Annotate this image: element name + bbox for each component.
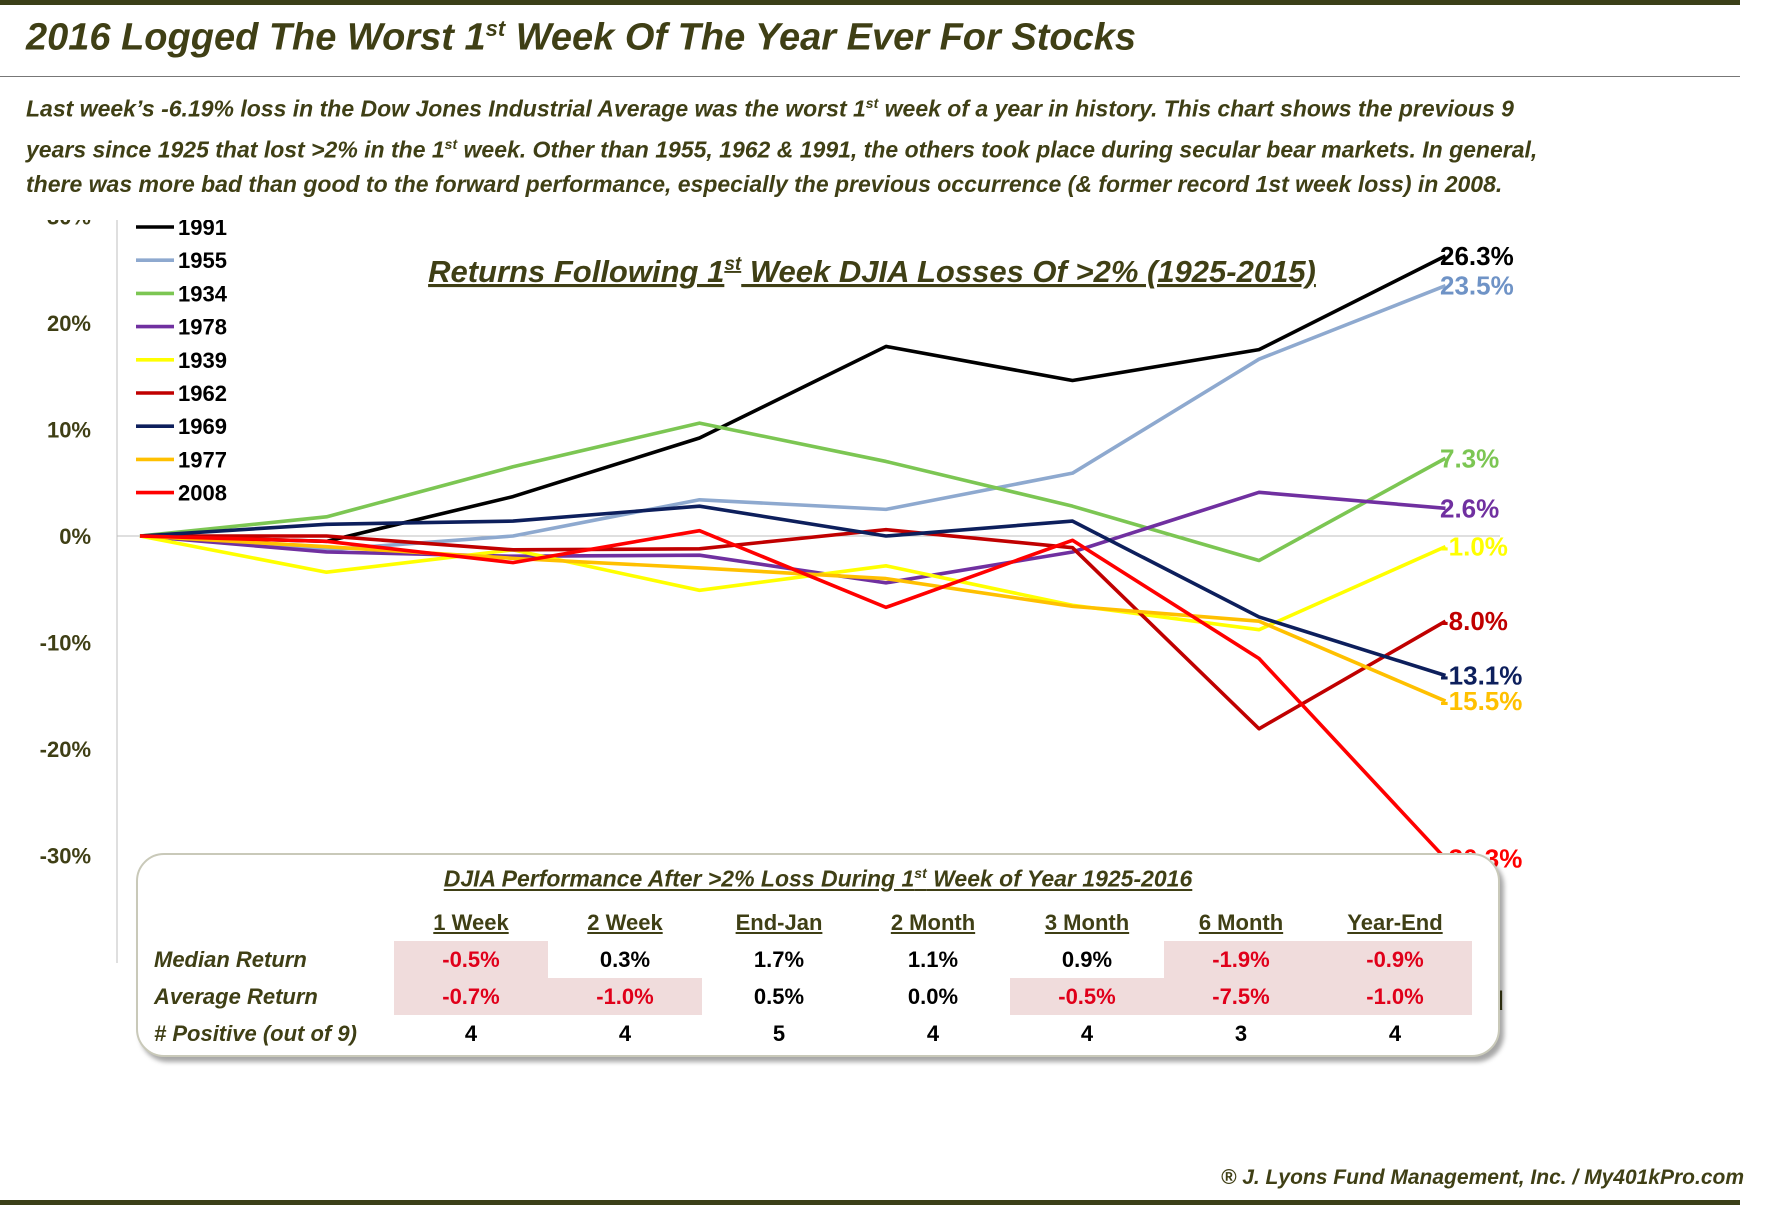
end-value-label-1991: 26.3%	[1440, 241, 1514, 271]
subtitle-line-2-sup: st	[444, 135, 458, 152]
stats-row: # Positive (out of 9) 4 4 5 4 4 3 4	[150, 1015, 1472, 1052]
subtitle-line-1a: Last week’s -6.19% loss in the Dow Jones…	[26, 95, 866, 122]
stats-title-post: Week of Year 1925-2016	[926, 865, 1193, 892]
legend-label-1977: 1977	[178, 447, 227, 472]
subtitle-line-2a: years since 1925 that lost >2% in the 1	[26, 136, 445, 163]
stats-title-pre: DJIA Performance After >2% Loss During 1	[443, 865, 915, 892]
chart-title-pre: Returns Following 1	[428, 254, 724, 289]
stats-cell: 0.5%	[753, 983, 805, 1009]
stats-row: Median Return -0.5% 0.3% 1.7% 1.1% 0.9% -1.9% -…	[150, 941, 1472, 978]
series-line-1977	[139, 534, 1447, 703]
top-border	[0, 0, 1740, 5]
stats-title-sup: st	[914, 865, 927, 881]
stats-cell: 3	[1234, 1020, 1248, 1046]
y-tick-label: -10%	[40, 631, 91, 656]
stats-cell: 4	[464, 1020, 478, 1046]
stats-cell: -0.5%	[394, 941, 548, 978]
end-value-label-1977: -15.5%	[1440, 686, 1522, 716]
stats-row-label: Median Return	[154, 946, 307, 972]
stats-panel: DJIA Performance After >2% Loss During 1…	[136, 853, 1500, 1057]
end-value-label-1955: 23.5%	[1440, 271, 1514, 301]
series-line-2008	[139, 528, 1447, 860]
series-line-1955	[139, 284, 1447, 552]
series-line-1962	[140, 527, 1447, 731]
subtitle-line-3: there was more bad than good to the forw…	[26, 171, 1503, 198]
end-value-label-1978: 2.6%	[1440, 493, 1499, 523]
stats-table: 1 Week 2 Week End-Jan 2 Month 3 Month 6 …	[150, 905, 1472, 1052]
series-line-1939	[139, 534, 1447, 632]
stats-title: DJIA Performance After >2% Loss During 1…	[138, 865, 1498, 893]
stats-cell: 4	[926, 1020, 940, 1046]
stats-col-header: 2 Week	[587, 910, 663, 935]
legend-label-1939: 1939	[178, 348, 227, 373]
stats-cell: 4	[1388, 1020, 1402, 1046]
stats-header-row: 1 Week 2 Week End-Jan 2 Month 3 Month 6 …	[150, 905, 1472, 941]
y-tick-label: 10%	[47, 418, 91, 443]
series-line-1934	[139, 421, 1447, 563]
stats-row: Average Return -0.7% -1.0% 0.5% 0.0% -0.5% -7.…	[150, 978, 1472, 1015]
stats-col-header: 3 Month	[1044, 910, 1130, 935]
stats-cell: -1.9%	[1164, 941, 1318, 978]
stats-cell: -0.7%	[394, 978, 548, 1015]
stats-cell: -7.5%	[1164, 978, 1318, 1015]
end-value-label-1934: 7.3%	[1440, 443, 1499, 473]
page-title-pre: 2016 Logged The Worst 1	[26, 16, 486, 59]
legend-label-1962: 1962	[178, 381, 227, 406]
subtitle: Last week’s -6.19% loss in the Dow Jones…	[26, 86, 1716, 202]
legend-label-1934: 1934	[178, 281, 228, 306]
y-tick-label: 0%	[59, 524, 91, 549]
stats-col-header: End-Jan	[735, 910, 823, 935]
y-tick-label: 20%	[47, 311, 91, 336]
stats-cell: 1.7%	[753, 946, 805, 972]
legend-label-1969: 1969	[178, 414, 227, 439]
page-title-post: Week Of The Year Ever For Stocks	[505, 16, 1136, 59]
y-tick-label: 30%	[47, 220, 91, 230]
footer-credit: ® J. Lyons Fund Management, Inc. / My401…	[1220, 1166, 1744, 1189]
subtitle-line-1-sup: st	[865, 95, 879, 111]
stats-cell: -1.0%	[548, 978, 702, 1015]
stats-col-header: Year-End	[1347, 910, 1443, 935]
legend-label-1955: 1955	[178, 248, 227, 273]
y-tick-label: -30%	[40, 844, 91, 869]
stats-cell: 0.0%	[907, 983, 959, 1009]
page-title-sup: st	[485, 16, 506, 41]
stats-cell: 1.1%	[907, 946, 959, 972]
chart-title-sup: st	[724, 254, 742, 275]
series-line-1991	[139, 254, 1447, 544]
stats-cell: 4	[618, 1020, 632, 1046]
end-value-label-1969: -13.1%	[1440, 661, 1522, 691]
stats-row-label: # Positive (out of 9)	[154, 1020, 357, 1046]
chart-title: Returns Following 1st Week DJIA Losses O…	[428, 254, 1316, 289]
end-value-label-1939: -1.0%	[1440, 532, 1508, 562]
stats-cell: 4	[1080, 1020, 1094, 1046]
stats-corner	[150, 905, 394, 941]
end-value-label-1962: -8.0%	[1440, 606, 1508, 636]
stats-row-label: Average Return	[154, 983, 318, 1009]
title-divider	[0, 76, 1740, 77]
legend-label-2008: 2008	[178, 481, 227, 506]
bottom-border	[0, 1200, 1740, 1205]
page-title: 2016 Logged The Worst 1st Week Of The Ye…	[26, 16, 1136, 60]
subtitle-line-2b: week. Other than 1955, 1962 & 1991, the …	[457, 136, 1538, 163]
chart-title-post: Week DJIA Losses Of >2% (1925-2015)	[741, 254, 1316, 289]
y-tick-label: -20%	[40, 737, 91, 762]
stats-cell: 5	[772, 1020, 786, 1046]
stats-cell: -1.0%	[1318, 978, 1472, 1015]
stats-col-header: 1 Week	[433, 910, 509, 935]
stats-col-header: 6 Month	[1198, 910, 1284, 935]
stats-col-header: 2 Month	[890, 910, 976, 935]
stats-cell: -0.5%	[1010, 978, 1164, 1015]
legend-label-1978: 1978	[178, 315, 227, 340]
legend-label-1991: 1991	[178, 220, 227, 240]
stats-cell: 0.3%	[599, 946, 651, 972]
stats-cell: -0.9%	[1318, 941, 1472, 978]
subtitle-line-1b: week of a year in history. This chart sh…	[878, 95, 1514, 122]
stats-cell: 0.9%	[1061, 946, 1113, 972]
series-line-1969	[139, 504, 1447, 678]
